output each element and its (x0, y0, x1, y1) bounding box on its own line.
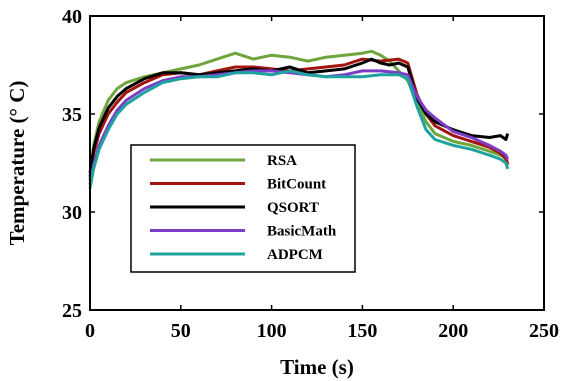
axis-tick-labels: 0 50 100 150 200 250 25 30 35 40 (62, 6, 559, 342)
y-tick-label: 25 (62, 300, 82, 322)
legend-label-rsa: RSA (267, 153, 297, 169)
x-axis-label: Time (s) (280, 355, 354, 379)
series-line-bitcount (88, 57, 510, 177)
y-tick-label: 40 (62, 6, 82, 28)
plot-lines (88, 49, 510, 189)
x-tick-label: 100 (257, 320, 287, 342)
y-axis-label: Temperature (° C) (5, 81, 29, 246)
axis-ticks (89, 15, 545, 311)
legend-label-basicmath: BasicMath (267, 224, 337, 240)
legend: RSA BitCount QSORT BasicMath ADPCM (130, 144, 356, 273)
x-tick-label: 200 (438, 320, 468, 342)
x-tick-label: 0 (85, 320, 95, 342)
y-tick-label: 35 (62, 104, 82, 126)
legend-label-adpcm: ADPCM (267, 247, 323, 263)
series-line-rsa (88, 49, 510, 181)
legend-label-bitcount: BitCount (267, 177, 326, 193)
x-tick-label: 50 (171, 320, 191, 342)
plot-frame (89, 15, 545, 311)
y-tick-label: 30 (62, 202, 82, 224)
x-tick-label: 250 (529, 320, 559, 342)
series-line-adpcm (88, 69, 510, 189)
x-tick-label: 150 (347, 320, 377, 342)
legend-label-qsort: QSORT (267, 200, 319, 216)
legend-items: RSA BitCount QSORT BasicMath ADPCM (150, 153, 337, 263)
